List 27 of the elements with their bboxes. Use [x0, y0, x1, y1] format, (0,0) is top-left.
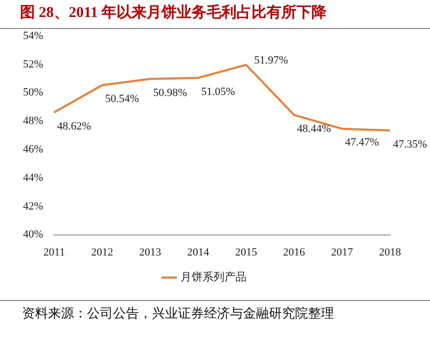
y-tick-label: 54% — [22, 30, 44, 42]
x-tick-label: 2015 — [235, 246, 258, 258]
data-label: 51.97% — [254, 54, 288, 67]
data-label: 50.98% — [153, 86, 188, 99]
y-tick-label: 52% — [22, 58, 44, 70]
x-tick-label: 2016 — [283, 246, 306, 258]
y-tick-label: 40% — [22, 228, 44, 241]
x-tick-label: 2017 — [331, 246, 354, 258]
y-tick-label: 50% — [22, 86, 44, 99]
x-tick-label: 2011 — [43, 246, 65, 258]
y-tick-label: 42% — [22, 200, 44, 212]
data-label: 51.05% — [201, 86, 236, 98]
data-label: 48.44% — [297, 122, 331, 135]
x-tick-label: 2018 — [379, 246, 402, 258]
y-tick-label: 48% — [22, 115, 44, 128]
data-label: 50.54% — [105, 93, 140, 106]
y-tick-label: 44% — [22, 172, 44, 184]
y-tick-label: 46% — [22, 143, 44, 156]
legend-label: 月饼系列产品 — [180, 270, 246, 284]
text: 资料来源：公司公告，兴业证券经济与金融研究院整理 — [22, 305, 334, 320]
data-label: 47.35% — [393, 138, 427, 150]
chart-title: 图 28、2011 年以来月饼业务毛利占比有所下降 — [20, 4, 328, 21]
data-label: 48.62% — [57, 120, 92, 132]
x-tick-label: 2012 — [91, 246, 114, 258]
x-tick-label: 2013 — [139, 246, 162, 258]
data-label: 47.47% — [345, 136, 379, 149]
x-tick-label: 2014 — [187, 246, 210, 258]
